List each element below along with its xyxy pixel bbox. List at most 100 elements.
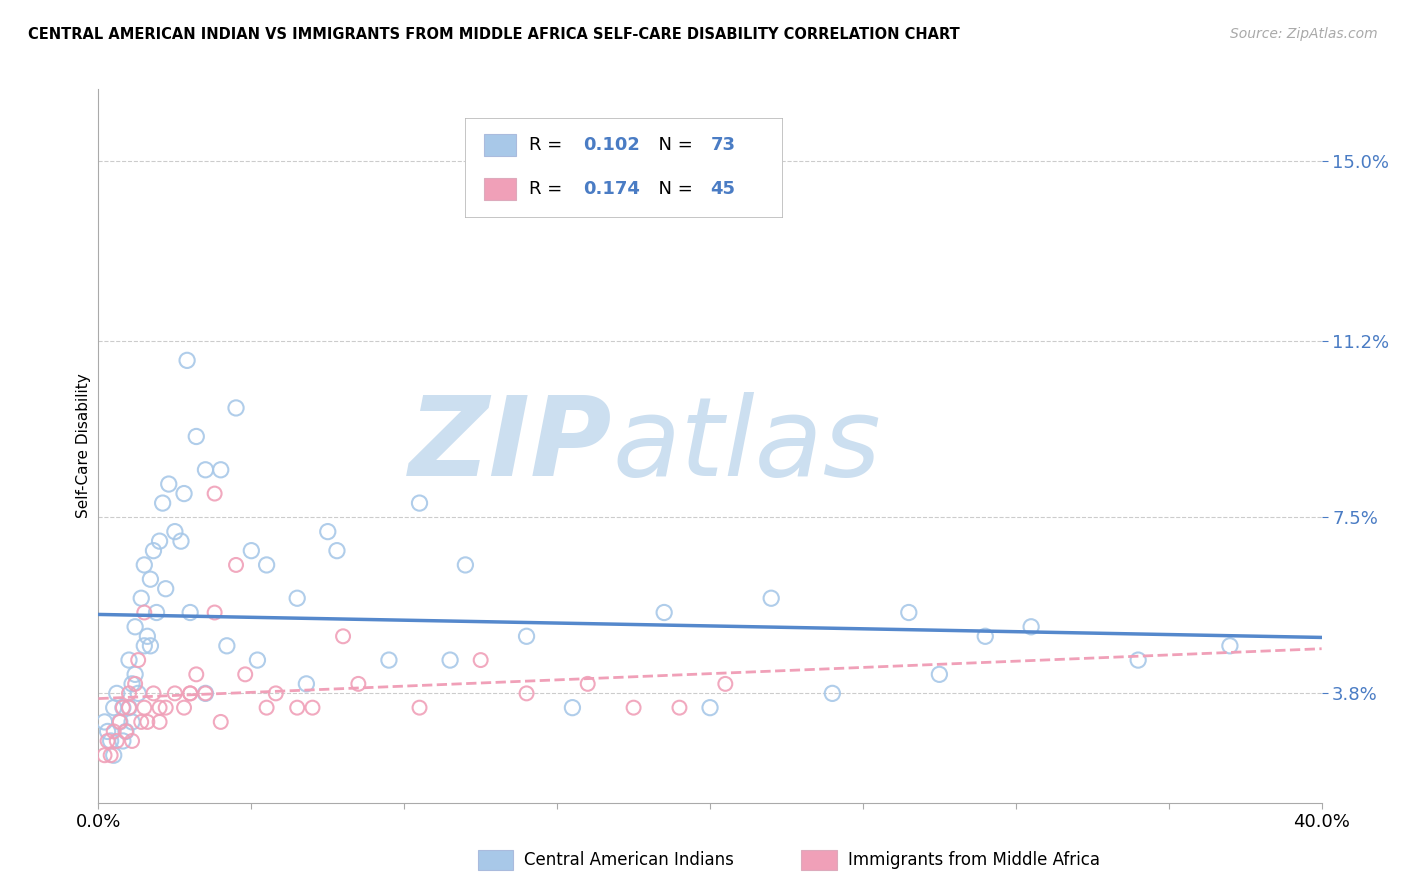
Point: [194, 686, 217, 700]
Point: [97, 724, 120, 739]
Point: [974, 629, 997, 643]
Point: [225, 401, 247, 415]
Point: [516, 686, 538, 700]
Point: [111, 734, 134, 748]
Point: [145, 606, 167, 620]
Point: [100, 734, 122, 748]
Point: [699, 700, 721, 714]
Point: [152, 496, 174, 510]
Text: CENTRAL AMERICAN INDIAN VS IMMIGRANTS FROM MIDDLE AFRICA SELF-CARE DISABILITY CO: CENTRAL AMERICAN INDIAN VS IMMIGRANTS FR…: [28, 27, 960, 42]
Point: [1219, 639, 1241, 653]
Point: [163, 686, 186, 700]
Point: [240, 543, 263, 558]
Point: [204, 606, 226, 620]
Point: [155, 582, 177, 596]
Point: [285, 591, 308, 606]
Point: [714, 677, 737, 691]
Point: [332, 629, 354, 643]
Point: [209, 463, 232, 477]
Point: [108, 714, 131, 729]
Point: [179, 686, 201, 700]
Point: [118, 686, 141, 700]
Point: [129, 714, 152, 729]
Point: [378, 653, 401, 667]
Point: [186, 429, 208, 443]
Point: [173, 700, 195, 714]
Point: [928, 667, 950, 681]
Point: [134, 639, 156, 653]
Point: [121, 677, 143, 691]
Point: [194, 463, 217, 477]
Text: Immigrants from Middle Africa: Immigrants from Middle Africa: [848, 851, 1099, 869]
Point: [136, 629, 159, 643]
Point: [134, 606, 156, 620]
Point: [142, 686, 165, 700]
Point: [316, 524, 339, 539]
Point: [124, 677, 146, 691]
Point: [204, 486, 226, 500]
Point: [516, 629, 538, 643]
Point: [256, 700, 278, 714]
Point: [652, 606, 675, 620]
Point: [821, 686, 844, 700]
Point: [127, 686, 149, 700]
Point: [111, 700, 134, 714]
Point: [408, 496, 430, 510]
Point: [256, 558, 278, 572]
Point: [285, 700, 308, 714]
Point: [155, 700, 177, 714]
Point: [179, 606, 201, 620]
Point: [897, 606, 920, 620]
Point: [264, 686, 287, 700]
Point: [170, 534, 193, 549]
Text: atlas: atlas: [612, 392, 880, 500]
Point: [454, 558, 477, 572]
Point: [121, 714, 143, 729]
Point: [134, 558, 156, 572]
Point: [295, 677, 318, 691]
Point: [100, 748, 122, 763]
Point: [108, 714, 131, 729]
Point: [97, 734, 120, 748]
Y-axis label: Self-Care Disability: Self-Care Disability: [76, 374, 91, 518]
Point: [149, 534, 172, 549]
Point: [105, 686, 128, 700]
Point: [163, 524, 186, 539]
Text: ZIP: ZIP: [409, 392, 612, 500]
Point: [246, 653, 269, 667]
Point: [1019, 620, 1042, 634]
Point: [127, 653, 149, 667]
Point: [139, 639, 162, 653]
Point: [121, 734, 143, 748]
Point: [561, 700, 583, 714]
Point: [215, 639, 238, 653]
Point: [225, 558, 247, 572]
Point: [576, 677, 599, 691]
Point: [93, 748, 115, 763]
Point: [326, 543, 349, 558]
Point: [347, 677, 370, 691]
Point: [233, 667, 256, 681]
Point: [118, 700, 141, 714]
Point: [118, 700, 141, 714]
Point: [134, 700, 156, 714]
Point: [470, 653, 492, 667]
Text: Source: ZipAtlas.com: Source: ZipAtlas.com: [1230, 27, 1378, 41]
Point: [115, 724, 138, 739]
Point: [124, 620, 146, 634]
Point: [194, 686, 217, 700]
Point: [103, 724, 125, 739]
Point: [761, 591, 783, 606]
Point: [179, 686, 201, 700]
Point: [668, 700, 690, 714]
Point: [105, 734, 128, 748]
Point: [115, 724, 138, 739]
Point: [439, 653, 461, 667]
Point: [103, 700, 125, 714]
Point: [1128, 653, 1150, 667]
Point: [157, 477, 180, 491]
Point: [129, 591, 152, 606]
Point: [111, 700, 134, 714]
Point: [176, 353, 198, 368]
Point: [408, 700, 430, 714]
